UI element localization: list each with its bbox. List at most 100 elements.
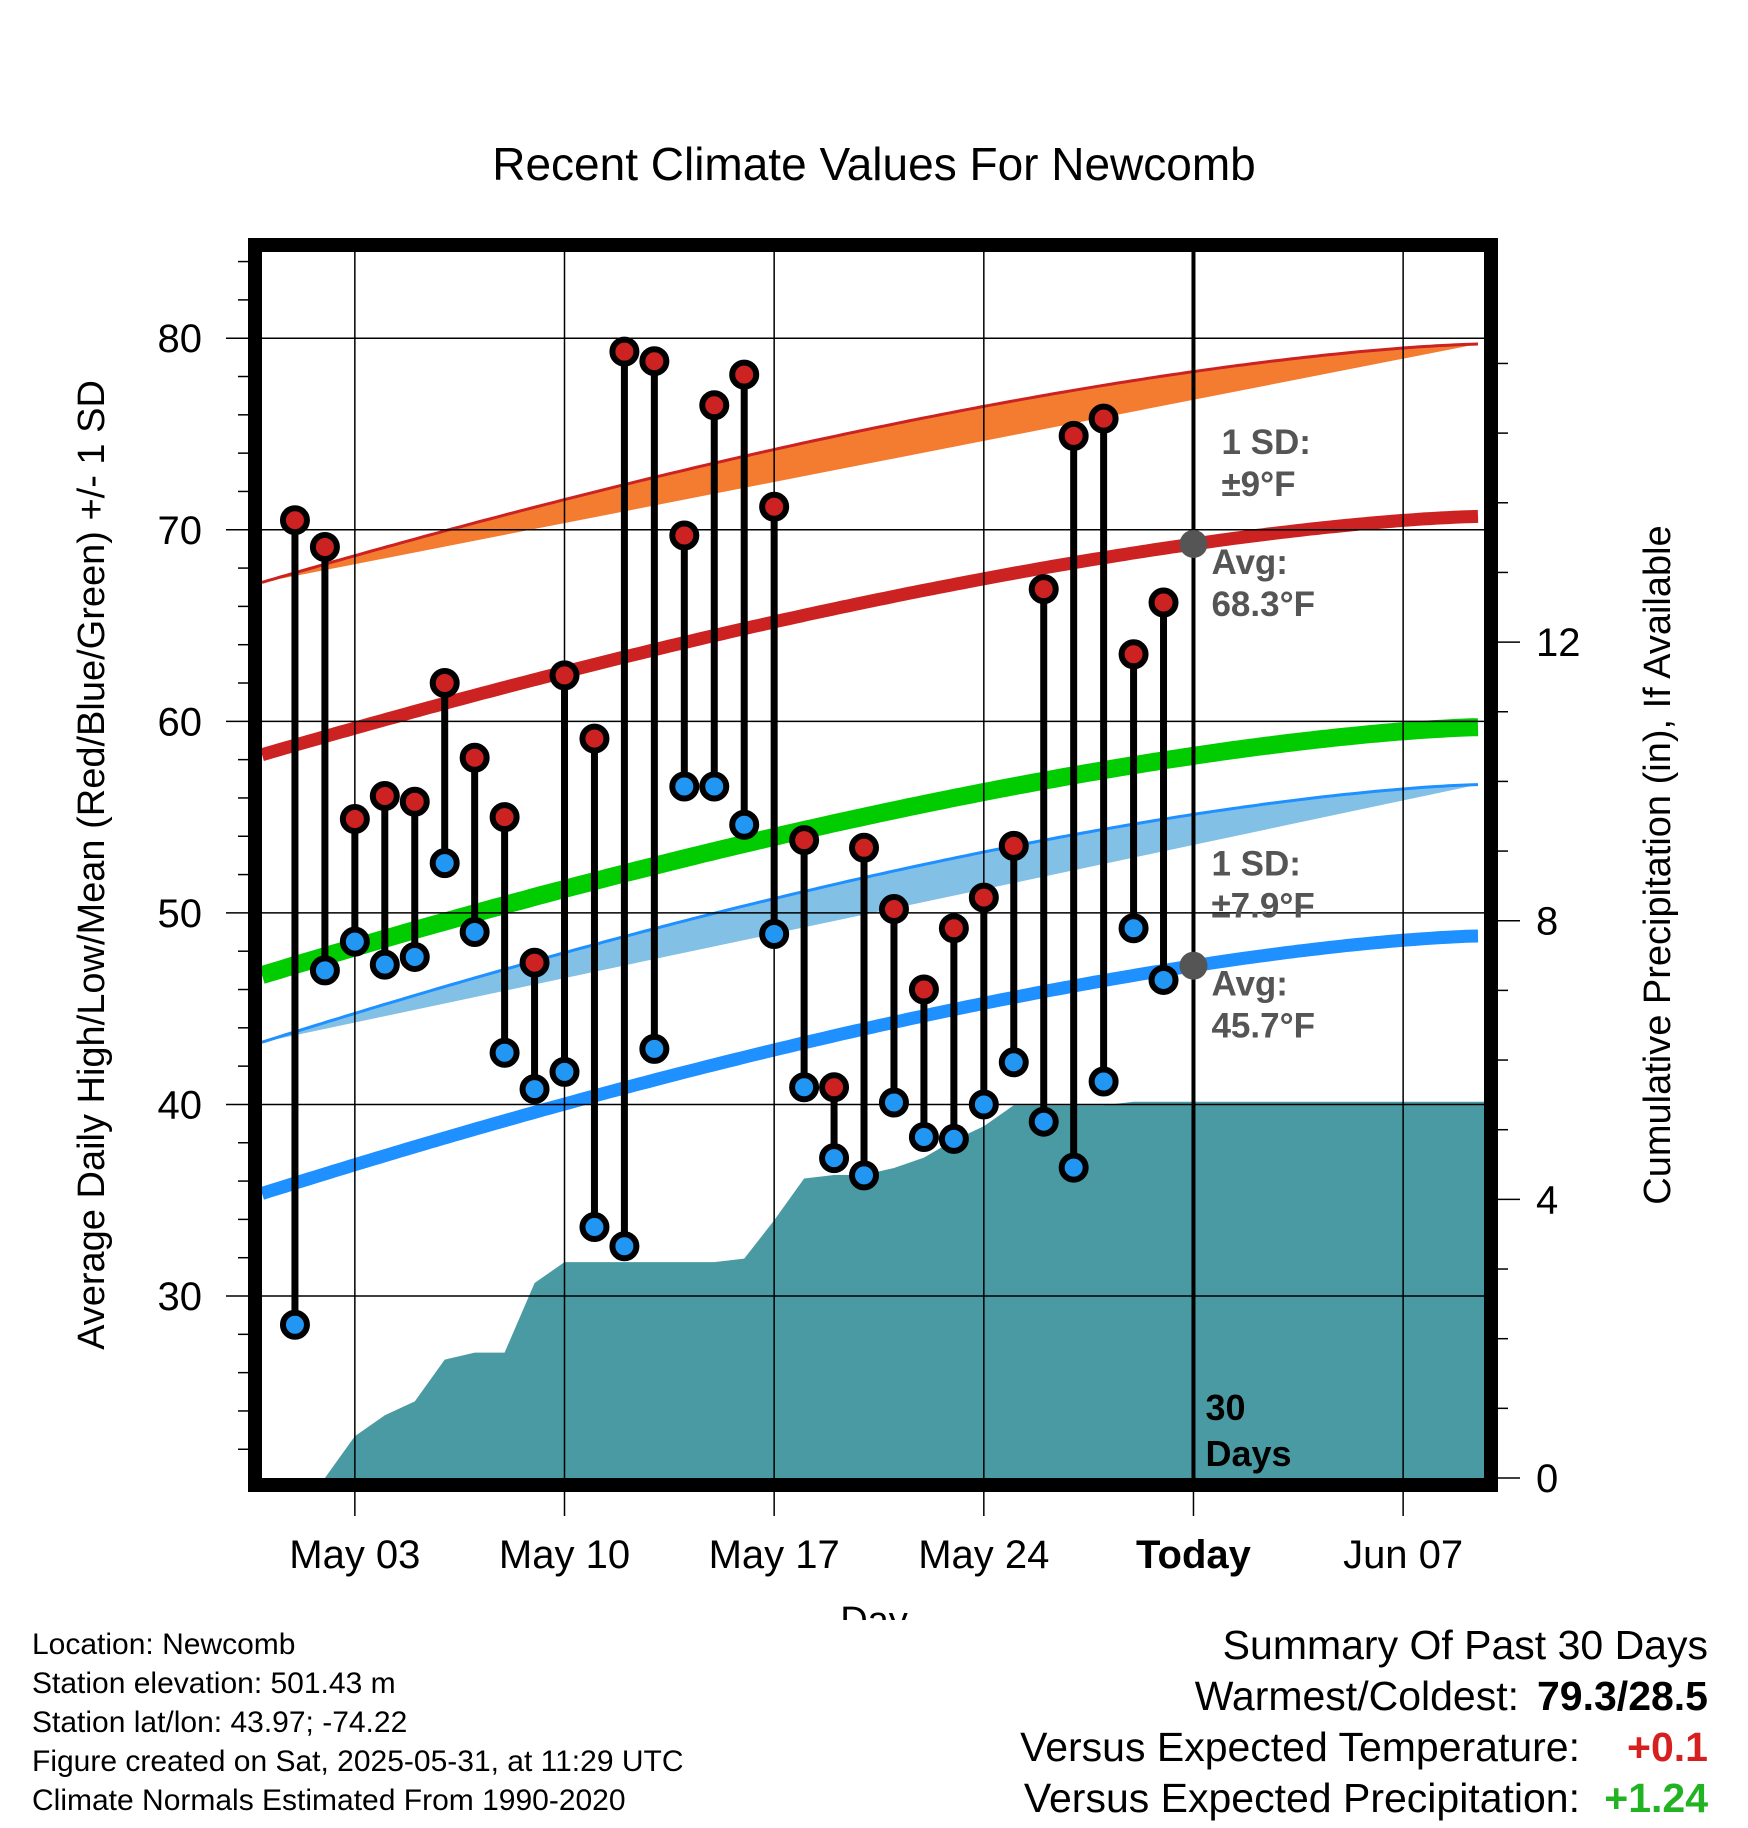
summary-title: Summary Of Past 30 Days [1222,1622,1708,1668]
daily-high-point [669,520,700,551]
location-text: Location: Newcomb [32,1628,296,1661]
y-tick-label: 60 [158,700,203,744]
low-sd-annotation-title: 1 SD: [1211,845,1300,884]
daily-high-point [1088,403,1119,434]
days-label-annotation: Days [1205,1433,1291,1474]
precipitation-departure-label: Versus Expected Precipitation: [1023,1775,1580,1821]
daily-high-point [998,830,1029,861]
daily-low-point [849,1160,880,1191]
daily-low-point [1088,1066,1119,1097]
daily-high-point [1118,639,1149,670]
normal-mean-line [262,718,1479,984]
daily-low-point [489,1037,520,1068]
daily-high-point [369,781,400,812]
x-tick-label: May 10 [499,1533,630,1577]
y-tick-label: 30 [158,1275,203,1319]
daily-low-point [1148,964,1179,995]
daily-high-point [519,947,550,978]
daily-low-point [339,926,370,957]
today-low-normal-marker [1179,951,1208,980]
daily-high-point [968,882,999,913]
daily-low-point [1118,913,1149,944]
warmest-coldest-row: Warmest/Coldest: 79.3/28.5 [1020,1671,1708,1722]
y-tick-label: 70 [158,509,203,553]
daily-low-point [519,1074,550,1105]
chart-title: Recent Climate Values For Newcomb [492,138,1256,190]
daily-high-point [549,660,580,691]
daily-low-point [908,1122,939,1153]
daily-low-point [429,848,460,879]
climate-chart: Recent Climate Values For Newcomb 30 40 50… [71,138,1679,1620]
daily-high-point [459,742,490,773]
plot-area: 30 40 50 60 70 80 0 4 8 12 May 03 May 10 May 17 May 2… [158,238,1581,1577]
daily-high-point [1028,574,1059,605]
high-avg-annotation-title: Avg: [1211,543,1287,582]
days-count-annotation: 30 [1205,1387,1245,1428]
high-avg-annotation-value: 68.3°F [1211,585,1315,624]
daily-high-point [1058,420,1089,451]
normals-text: Climate Normals Estimated From 1990-2020 [32,1784,626,1817]
daily-low-point [789,1072,820,1103]
daily-high-point [789,825,820,856]
daily-low-point [729,809,760,840]
precipitation-area [294,1101,1484,1478]
daily-low-point [1028,1106,1059,1137]
daily-high-point [849,832,880,863]
high-sd-annotation-title: 1 SD: [1221,423,1310,462]
daily-low-point [968,1089,999,1120]
daily-high-point [579,723,610,754]
precipitation-departure-row: Versus Expected Precipitation: +1.24 [1020,1773,1708,1824]
daily-high-point [489,802,520,833]
elevation-text: Station elevation: 501.43 m [32,1667,396,1700]
daily-high-point [699,390,730,421]
station-info: Location: Newcomb Station elevation: 501… [32,1625,684,1820]
y-tick-label: 80 [158,317,203,361]
daily-low-point [279,1309,310,1340]
daily-low-point [1058,1152,1089,1183]
daily-high-point [759,491,790,522]
daily-low-point [609,1231,640,1262]
x-axis-label: Day [840,1600,908,1620]
y-tick-label: 50 [158,892,203,936]
daily-high-point [309,532,340,563]
daily-low-point [819,1143,850,1174]
latlon-text: Station lat/lon: 43.97; -74.22 [32,1706,408,1739]
y2-tick-label: 4 [1536,1178,1558,1222]
daily-low-point [699,771,730,802]
x-tick-label: May 03 [289,1533,420,1577]
daily-high-point [429,668,460,699]
daily-low-point [369,949,400,980]
low-avg-annotation-title: Avg: [1211,965,1287,1004]
daily-high-point [819,1072,850,1103]
y2-tick-label: 12 [1536,621,1581,665]
created-text: Figure created on Sat, 2025-05-31, at 11… [32,1745,684,1778]
daily-low-point [759,918,790,949]
daily-low-point [459,917,490,948]
daily-high-point [609,336,640,367]
precipitation-departure-value: +1.24 [1604,1775,1708,1821]
daily-high-point [878,894,909,925]
x-tick-label: May 24 [918,1533,1049,1577]
daily-high-point [279,505,310,536]
normal-high-line [262,509,1479,762]
daily-low-point [399,941,430,972]
low-sd-annotation-value: ±7.9°F [1211,887,1314,926]
daily-low-point [998,1047,1029,1078]
y-axis-label: Average Daily High/Low/Mean (Red/Blue/Gr… [71,380,113,1350]
daily-low-point [549,1056,580,1087]
temperature-departure-label: Versus Expected Temperature: [1020,1724,1580,1770]
temperature-departure-row: Versus Expected Temperature: +0.1 [1020,1722,1708,1773]
normal-low-line [262,929,1479,1200]
low-avg-annotation-value: 45.7°F [1211,1007,1315,1046]
daily-low-point [639,1033,670,1064]
plot-frame [248,238,1498,1492]
daily-low-point [579,1212,610,1243]
y-tick-label: 40 [158,1083,203,1127]
x-tick-label: Today [1136,1533,1252,1577]
daily-low-point [878,1087,909,1118]
x-tick-label: May 17 [709,1533,840,1577]
today-high-normal-marker [1179,529,1208,558]
warmest-coldest-value: 79.3/28.5 [1537,1673,1708,1719]
y2-tick-label: 8 [1536,900,1558,944]
normal-low-sd-band [262,783,1479,1044]
